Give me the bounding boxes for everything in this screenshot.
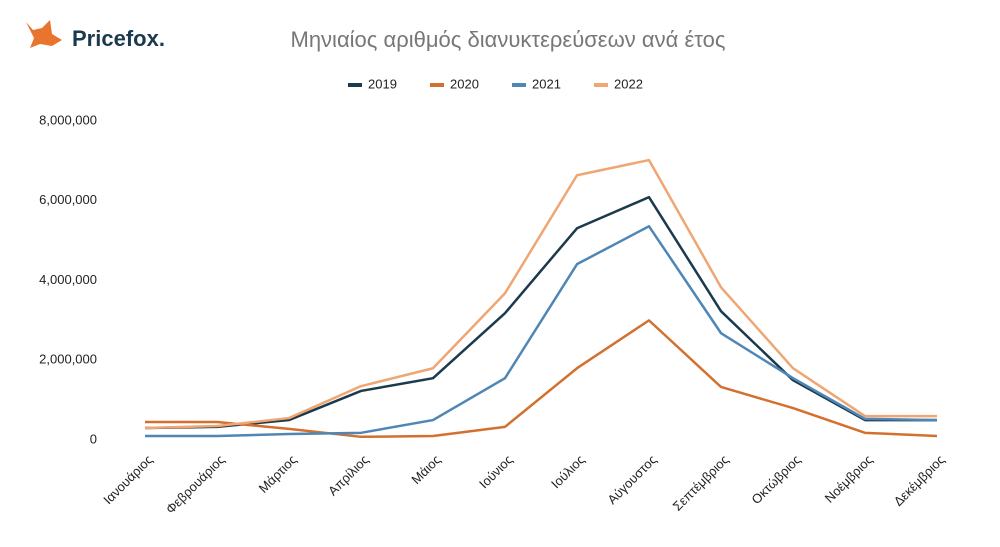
brand: Pricefox. [72,26,165,51]
x-tick-label: Ιούλιος [548,452,587,491]
legend-label: 2022 [614,76,643,91]
logo-icon [26,20,62,48]
x-tick-label: Οκτώβριος [748,452,803,507]
x-tick-label: Φεβρουάριος [163,452,228,517]
series-line [145,225,938,438]
series-line [145,319,938,439]
x-tick-label: Αύγουστος [604,452,659,507]
y-tick-label: 4,000,000 [39,272,97,287]
legend-label: 2020 [450,76,479,91]
y-tick-label: 2,000,000 [39,352,97,367]
x-tick-label: Ιανουάριος [100,452,155,507]
x-tick-label: Ιούνιος [476,452,515,491]
x-tick-label: Δεκέμβριος [891,452,948,509]
x-tick-label: Σεπτέμβριος [670,452,732,514]
chart-title: Μηνιαίος αριθμός διανυκτερεύσεων ανά έτο… [291,27,726,52]
y-tick-label: 0 [90,431,97,446]
x-tick-label: Απρίλιος [325,452,372,499]
series-line [144,158,937,430]
y-tick-label: 6,000,000 [39,192,97,207]
legend-label: 2019 [368,76,397,91]
logo: Pricefox. [26,20,165,51]
x-tick-label: Νοέμβριος [822,452,876,506]
x-tick-label: Μάιος [408,452,443,487]
legend-label: 2021 [532,76,561,91]
series-line [144,195,937,430]
x-tick-label: Μάρτιος [256,452,300,496]
y-tick-label: 8,000,000 [39,112,97,127]
